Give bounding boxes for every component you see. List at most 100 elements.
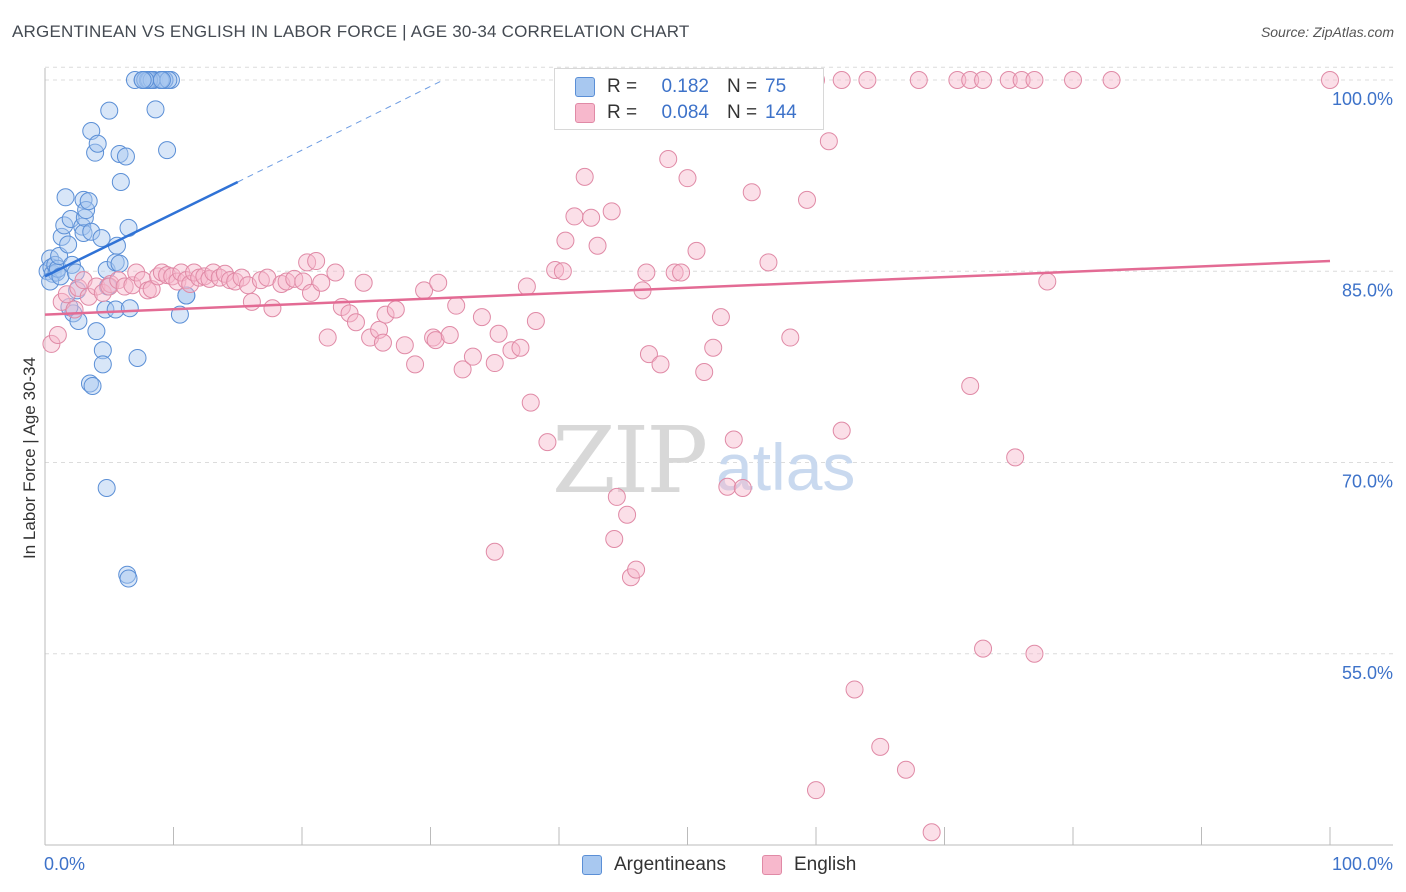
- english-point: [922, 823, 941, 842]
- english-point: [109, 271, 128, 290]
- english-point: [871, 737, 890, 756]
- english-point: [511, 338, 530, 357]
- legend-label: Argentineans: [614, 854, 726, 875]
- english-point: [395, 336, 414, 355]
- argentineans-point: [128, 348, 147, 367]
- english-point: [312, 273, 331, 292]
- english-point: [163, 267, 182, 286]
- argentineans-point: [93, 355, 112, 374]
- r-label: R =: [607, 102, 638, 123]
- english-point: [948, 71, 967, 89]
- english-point: [1025, 644, 1044, 663]
- english-point: [724, 430, 743, 449]
- english-point: [440, 326, 459, 344]
- x-tick-label-max: 100.0%: [1332, 854, 1393, 874]
- english-point: [65, 300, 84, 319]
- english-point: [695, 362, 714, 381]
- english-point: [742, 183, 761, 202]
- english-point: [759, 253, 778, 272]
- english-point: [999, 71, 1018, 89]
- argentineans-trend-extension: [237, 79, 444, 183]
- english-point: [605, 530, 624, 548]
- english-point: [1102, 71, 1121, 89]
- english-point: [858, 71, 877, 89]
- argentineans-point: [119, 569, 138, 588]
- english-point: [582, 208, 601, 227]
- legend-row-english: R = 0.084 N = 144: [575, 100, 797, 126]
- english-point: [346, 313, 365, 332]
- english-point: [100, 277, 119, 296]
- english-point: [48, 326, 67, 344]
- english-point: [807, 781, 825, 800]
- y-tick-label: 55.0%: [1342, 663, 1393, 683]
- english-point: [447, 296, 466, 315]
- english-point: [974, 71, 993, 89]
- english-point: [489, 324, 508, 343]
- english-point: [637, 263, 656, 282]
- argentineans-trend-line: [44, 180, 239, 278]
- watermark: ZIP atlas: [552, 407, 855, 514]
- english-point: [472, 308, 491, 327]
- english-point: [521, 393, 540, 412]
- english-point: [627, 560, 646, 579]
- english-point: [607, 487, 626, 506]
- y-tick-label: 100.0%: [1332, 89, 1393, 109]
- english-point: [426, 331, 445, 350]
- english-point: [974, 639, 993, 658]
- english-point: [307, 252, 326, 271]
- argentineans-point: [152, 71, 171, 89]
- argentineans-point: [93, 341, 112, 360]
- english-point: [832, 421, 851, 440]
- english-point: [602, 202, 621, 221]
- n-value: 75: [765, 76, 787, 97]
- english-point: [819, 132, 838, 151]
- watermark-atlas: atlas: [716, 430, 855, 504]
- y-axis-label: In Labor Force | Age 30-34: [20, 357, 39, 559]
- argentineans-point: [97, 479, 116, 497]
- argentineans-point: [92, 229, 111, 248]
- english-point: [42, 334, 61, 353]
- argentineans-point: [79, 192, 98, 211]
- english-point: [961, 71, 980, 89]
- argentineans-point: [83, 377, 102, 395]
- english-point: [659, 150, 678, 169]
- english-point: [781, 328, 800, 347]
- legend-item-english[interactable]: English: [762, 852, 856, 878]
- english-point: [485, 354, 504, 373]
- r-value: 0.182: [661, 76, 709, 97]
- x-ticks: [44, 827, 1331, 845]
- english-point: [340, 304, 359, 323]
- argentineans-point: [56, 188, 75, 207]
- english-point: [639, 345, 658, 364]
- y-tick-label: 85.0%: [1342, 280, 1393, 300]
- argentineans-point: [110, 254, 129, 273]
- english-point: [406, 355, 425, 374]
- legend-item-argentineans[interactable]: Argentineans: [582, 852, 726, 878]
- chart-title: ARGENTINEAN VS ENGLISH IN LABOR FORCE | …: [12, 22, 690, 41]
- english-point: [57, 285, 76, 304]
- english-point: [718, 477, 737, 496]
- english-point: [181, 275, 200, 293]
- english-point: [263, 299, 282, 318]
- english-trend-line: [44, 259, 1331, 316]
- english-point: [565, 207, 584, 226]
- english-point: [115, 277, 134, 296]
- english-point: [672, 263, 691, 282]
- english-point: [1006, 448, 1025, 467]
- english-point: [618, 505, 637, 524]
- argentineans-point: [159, 71, 178, 89]
- argentineans-point: [88, 134, 107, 153]
- argentineans-point: [146, 100, 165, 119]
- english-point: [232, 268, 251, 287]
- argentineans-point: [158, 141, 177, 160]
- english-point: [896, 760, 915, 779]
- english-point: [678, 169, 697, 188]
- english-point: [195, 267, 214, 286]
- english-point: [961, 377, 980, 395]
- argentineans-point: [55, 216, 74, 235]
- english-point: [376, 305, 395, 324]
- english-point: [538, 433, 557, 452]
- english-point: [546, 260, 565, 279]
- argentineans-point: [111, 173, 130, 191]
